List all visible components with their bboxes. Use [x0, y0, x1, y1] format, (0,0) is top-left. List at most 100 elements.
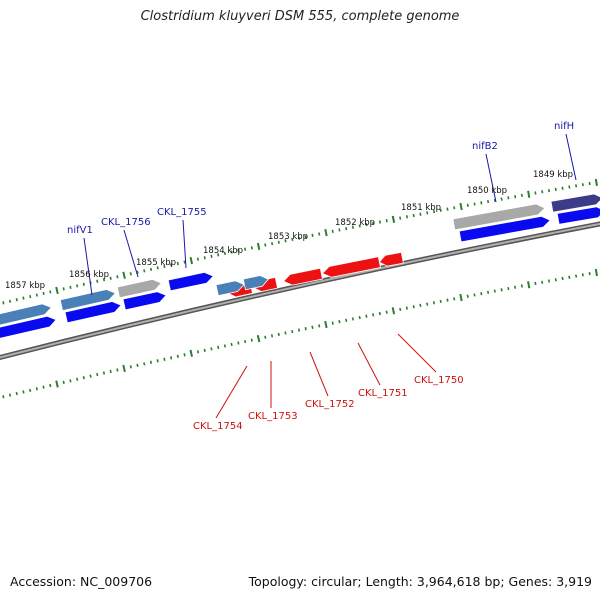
kbp-label: 1850 kbp [467, 186, 507, 196]
minor-tick [271, 241, 274, 246]
minor-tick [446, 207, 449, 211]
minor-tick [507, 286, 510, 291]
minor-tick [96, 279, 99, 283]
minor-tick [568, 185, 571, 189]
minor-tick [446, 298, 449, 302]
major-tick [122, 364, 126, 373]
minor-tick [116, 275, 119, 279]
minor-tick [541, 190, 544, 194]
minor-tick [378, 311, 381, 316]
minor-tick [102, 371, 106, 375]
backbone-line [0, 222, 600, 359]
minor-tick [35, 387, 38, 391]
minor-tick [284, 331, 287, 335]
minor-tick [426, 211, 429, 215]
minor-tick [466, 294, 469, 298]
minor-tick [575, 184, 578, 188]
minor-tick [42, 385, 45, 389]
minor-tick [129, 365, 132, 369]
minor-tick [109, 276, 112, 280]
minor-tick [223, 344, 226, 348]
minor-tick [49, 383, 52, 388]
minor-tick [217, 345, 220, 350]
minor-tick [351, 225, 354, 229]
minor-tick [588, 271, 591, 276]
minor-tick [22, 296, 25, 300]
major-tick [55, 380, 59, 388]
kbp-label: 1853 kbp [268, 232, 308, 242]
minor-tick [520, 284, 523, 288]
minor-tick [244, 247, 247, 251]
minor-tick [223, 251, 226, 256]
gene-arrow-lower-left [0, 315, 57, 339]
minor-tick [183, 260, 186, 264]
gene-arrow-reverse-lower-2 [242, 275, 269, 291]
leader-nifh [565, 133, 577, 181]
gene-features [0, 193, 600, 339]
minor-tick [439, 299, 442, 304]
minor-tick [96, 372, 99, 377]
minor-tick [62, 287, 65, 291]
minor-tick [15, 298, 18, 302]
minor-tick [237, 248, 240, 253]
minor-tick [203, 348, 206, 352]
minor-tick [284, 239, 287, 243]
minor-tick [163, 264, 166, 269]
major-tick [256, 242, 261, 251]
minor-tick [102, 278, 106, 282]
minor-tick [453, 206, 456, 210]
minor-tick [500, 288, 503, 292]
minor-tick [514, 195, 517, 199]
kbp-label: 1849 kbp [533, 170, 573, 180]
minor-tick [351, 317, 354, 321]
minor-tick [304, 327, 307, 331]
leader-ckl-1756 [123, 229, 139, 278]
minor-tick [493, 289, 496, 293]
minor-tick [170, 263, 173, 267]
kbp-label: 1854 kbp [203, 246, 243, 256]
minor-tick [149, 267, 153, 271]
minor-tick [399, 216, 402, 220]
minor-tick [426, 302, 429, 306]
minor-tick [534, 191, 537, 195]
minor-tick [338, 228, 341, 232]
gene-arrow-reverse-lower-1 [215, 280, 245, 297]
minor-tick [378, 220, 381, 224]
leader-nifb2 [485, 153, 497, 203]
minor-tick [109, 369, 112, 374]
minor-tick [170, 356, 173, 360]
minor-tick [163, 357, 166, 361]
minor-tick [514, 285, 517, 289]
minor-tick [358, 315, 361, 320]
major-tick [122, 271, 126, 279]
minor-tick [439, 208, 442, 212]
major-tick [459, 202, 463, 211]
minor-tick [419, 303, 422, 308]
minor-tick [493, 198, 496, 202]
gene-label-nifv1: nifV1 [67, 225, 93, 236]
minor-tick [311, 233, 314, 237]
minor-tick [244, 339, 247, 344]
kbp-label: 1857 kbp [5, 281, 45, 291]
gene-label-ckl-1755: CKL_1755 [157, 207, 207, 218]
major-tick [324, 320, 328, 329]
minor-tick [399, 307, 402, 312]
minor-tick [432, 301, 435, 305]
reverse-gene-labels: CKL_1754 CKL_1753 CKL_1752 CKL_1751 CKL_… [193, 375, 464, 432]
minor-tick [372, 221, 375, 225]
minor-tick [230, 342, 233, 347]
minor-tick [561, 276, 564, 281]
minor-tick [116, 368, 119, 372]
major-tick [527, 190, 531, 198]
minor-tick [534, 281, 537, 286]
gene-label-nifh: nifH [554, 121, 574, 132]
minor-tick [15, 391, 18, 396]
major-tick [594, 268, 598, 277]
gene-label-ckl-1756: CKL_1756 [101, 217, 151, 228]
minor-tick [291, 329, 294, 334]
gene-label-nifb2: nifB2 [472, 141, 498, 152]
minor-tick [277, 332, 280, 336]
minor-tick [136, 363, 139, 367]
leader-ckl-1752 [309, 351, 329, 397]
